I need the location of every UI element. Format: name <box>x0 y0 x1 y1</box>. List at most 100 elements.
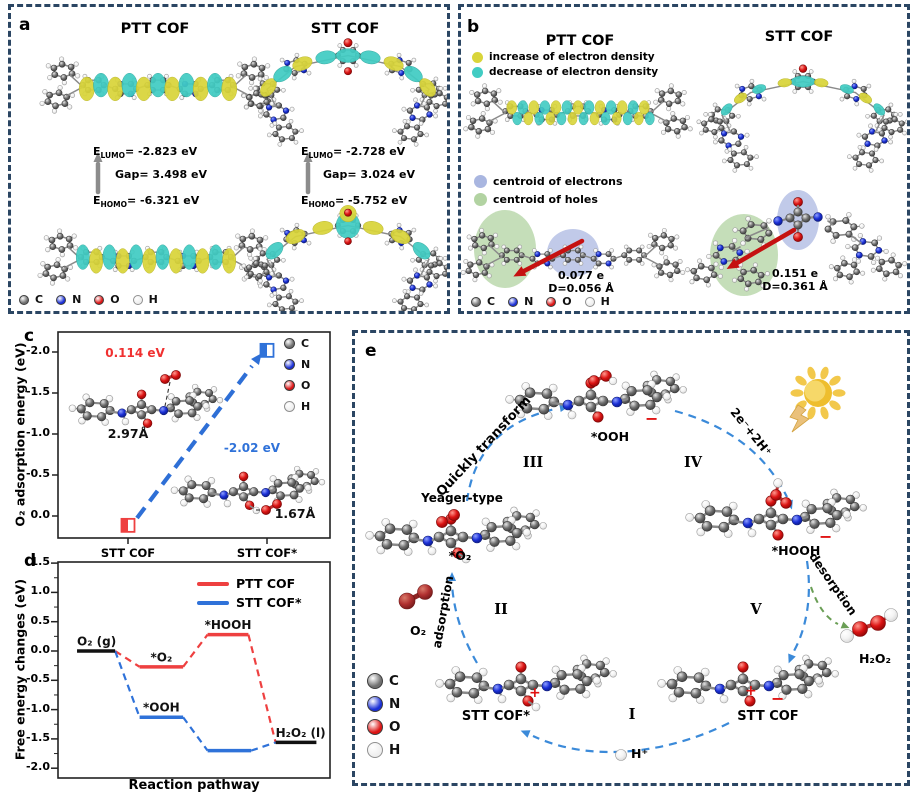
x-tick-label: STT COF* <box>236 546 298 560</box>
y-tick-label: -1.5 <box>25 385 50 398</box>
atom-ball <box>132 294 143 305</box>
stt-o2-distance: 2.97Å <box>107 426 149 441</box>
star-ooh-label: *OOH <box>590 429 630 444</box>
atom-ball <box>284 401 295 412</box>
atom-legend-symbol: H <box>600 295 610 308</box>
panel-e: e Yeager-type *O₂ *OOH *HOOH STT COF STT… <box>352 330 910 786</box>
energy-level-label: *O₂ <box>150 650 172 664</box>
panel-d: O₂ (g) *O₂ *HOOH *OOH H₂O₂ (l) d Free energy… <box>0 545 348 792</box>
atom-legend-symbol: C <box>301 337 310 350</box>
stage-iii: III <box>522 454 544 471</box>
atom-legend-symbol: N <box>72 293 82 306</box>
y-tick-label: 1.0 <box>30 584 51 598</box>
legend-label: centroid of holes <box>493 193 598 206</box>
charge-plus-stt: + <box>745 683 757 699</box>
y-tick-label: -2.0 <box>25 344 50 357</box>
atom-ball <box>471 296 481 307</box>
legend-label: decrease of electron density <box>489 66 659 78</box>
legend-item: increase of electron density <box>472 51 658 63</box>
panel-b-title-stt: STT COF <box>764 29 834 45</box>
atom-legend-symbol: C <box>389 673 399 689</box>
atom-legend-item: O <box>284 379 310 392</box>
panel-d-label: d <box>24 551 37 571</box>
atom-legend-item: H <box>367 742 400 758</box>
panel-c-label: c <box>24 326 35 346</box>
atom-legend-item: N <box>284 358 310 371</box>
series-legend-item: PTT COF <box>197 576 302 591</box>
centroid-legend: centroid of electrons centroid of holes <box>474 175 623 206</box>
stt-transfer-values: 0.151 e D=0.361 Å <box>749 267 841 294</box>
panel-d-x-axis-label: Reaction pathway <box>128 778 260 792</box>
legend-item: decrease of electron density <box>472 66 658 78</box>
atom-legend-item: C <box>367 673 400 689</box>
stt-star-adsorption-energy: -2.02 eV <box>223 441 281 455</box>
h2o2-label: H₂O₂ <box>858 651 892 666</box>
atom-legend-symbol: O <box>562 295 572 308</box>
y-tick-label: 0.5 <box>30 613 51 627</box>
legend-dot <box>472 51 483 63</box>
atom-ball <box>367 719 383 735</box>
yeager-type-label: Yeager-type <box>421 491 503 505</box>
stt-cof-star-label: STT COF* <box>461 709 531 724</box>
legend-item: centroid of electrons <box>474 175 623 188</box>
series-legend-item: STT COF* <box>197 595 302 610</box>
atom-legend-item: N <box>508 295 533 308</box>
atom-legend-item: H <box>284 400 310 413</box>
panel-a-label: a <box>19 15 31 35</box>
energy-level-label: O₂ (g) <box>77 635 116 649</box>
charge-plus-stt-star: + <box>529 685 541 701</box>
atom-ball <box>508 296 519 307</box>
energy-level-label: *HOOH <box>205 618 252 632</box>
y-tick-label: -2.0 <box>25 760 50 774</box>
ptt-distance: D=0.056 Å <box>548 281 614 295</box>
stt-adsorption-energy: 0.114 eV <box>105 346 165 360</box>
ptt-elumo-value: ELUMO= -2.823 eV <box>93 145 198 161</box>
atom-legend-item: C <box>284 337 310 350</box>
panel-b-title-ptt: PTT COF <box>545 33 615 49</box>
y-tick-label: 0.0 <box>30 643 51 656</box>
panel-a-title-stt: STT COF <box>310 21 380 37</box>
atom-legend-item: H <box>584 295 610 308</box>
atom-legend-item: N <box>56 293 81 306</box>
atom-legend-symbol: O <box>301 379 311 392</box>
stt-charge: 0.151 e <box>771 267 819 280</box>
legend-dot <box>474 175 487 188</box>
atom-legend-symbol: N <box>389 696 401 712</box>
free-energy-plot: O₂ (g) *O₂ *HOOH *OOH H₂O₂ (l) <box>51 561 331 779</box>
legend-item: centroid of holes <box>474 193 623 206</box>
o2-label: O₂ <box>409 623 427 638</box>
panel-a-molecule-canvas <box>37 38 447 311</box>
atom-ball <box>367 696 383 712</box>
panel-a-title-ptt: PTT COF <box>120 21 190 37</box>
panel-b-label: b <box>467 17 480 37</box>
atom-ball <box>367 673 383 689</box>
stt-star-o2-distance: 1.67Å <box>274 506 316 521</box>
stage-i: I <box>628 706 636 723</box>
panel-a: a PTT COF STT COF ELUMO= -2.823 eV Gap= … <box>8 4 450 314</box>
series-legend-label: PTT COF <box>236 576 296 591</box>
stage-ii: II <box>494 601 508 618</box>
series-legend-swatch <box>197 600 229 605</box>
atom-legend-symbol: N <box>301 358 311 371</box>
stt-elumo-value: ELUMO= -2.728 eV <box>301 145 406 161</box>
legend-label: increase of electron density <box>489 51 655 63</box>
stt-ehomo-value: EHOMO= -5.752 eV <box>301 194 408 210</box>
atom-legend-symbol: O <box>110 293 120 306</box>
stt-cof-label: STT COF <box>737 709 799 724</box>
atom-legend-symbol: N <box>524 295 534 308</box>
atom-legend-item: N <box>367 696 400 712</box>
atom-legend-item: O <box>367 719 400 735</box>
atom-ball <box>584 296 595 307</box>
atom-legend-item: O <box>546 295 572 308</box>
ptt-transfer-values: 0.077 e D=0.056 Å <box>535 269 627 296</box>
stage-iv: IV <box>683 454 703 471</box>
catalytic-cycle-canvas <box>365 366 898 761</box>
atom-ball <box>367 742 383 758</box>
atom-legend-symbol: H <box>148 293 158 306</box>
atom-ball <box>546 296 557 307</box>
stage-v: V <box>750 601 762 618</box>
panel-b-molecule-canvas <box>461 64 907 296</box>
